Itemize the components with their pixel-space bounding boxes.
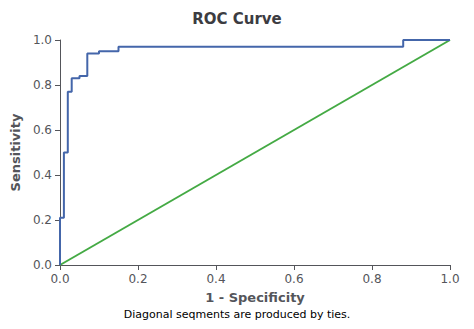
svg-text:0.2: 0.2: [128, 272, 147, 286]
svg-text:0.8: 0.8: [362, 272, 381, 286]
svg-text:Sensitivity: Sensitivity: [8, 113, 23, 191]
svg-text:0.6: 0.6: [33, 123, 52, 137]
svg-text:0.4: 0.4: [206, 272, 225, 286]
svg-text:1 - Specificity: 1 - Specificity: [205, 290, 305, 305]
svg-text:ROC Curve: ROC Curve: [192, 10, 282, 28]
svg-text:1.0: 1.0: [440, 272, 459, 286]
svg-text:0.6: 0.6: [284, 272, 303, 286]
svg-text:0.4: 0.4: [33, 168, 52, 182]
svg-text:0.8: 0.8: [33, 78, 52, 92]
svg-text:Diagonal seqments are produced: Diagonal seqments are produced by ties.: [124, 308, 351, 321]
svg-text:0.0: 0.0: [50, 272, 69, 286]
svg-text:0.2: 0.2: [33, 213, 52, 227]
svg-text:0.0: 0.0: [33, 258, 52, 272]
svg-text:1.0: 1.0: [33, 33, 52, 47]
